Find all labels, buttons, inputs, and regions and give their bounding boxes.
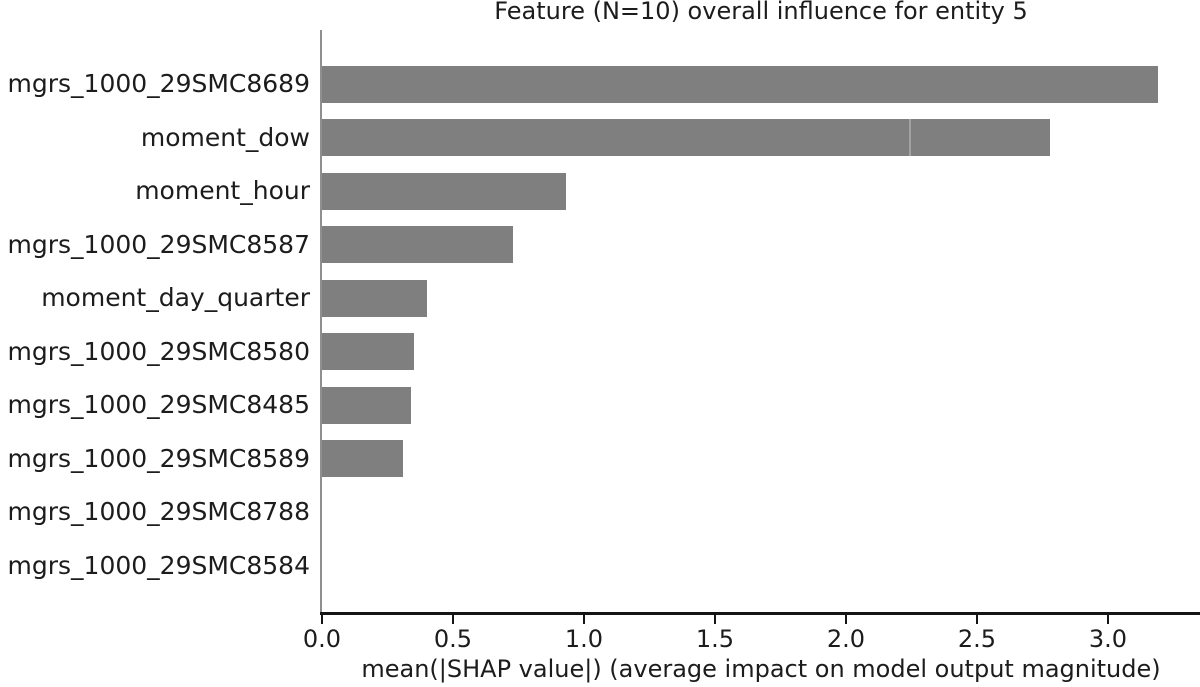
y-tick-label: mgrs_1000_29SMC8689 (7, 69, 310, 98)
x-tick-label: 2.0 (826, 625, 866, 653)
x-axis-spine (320, 612, 1200, 615)
y-tick-label: mgrs_1000_29SMC8485 (7, 390, 310, 420)
shap-bar (322, 386, 411, 424)
shap-bar (322, 226, 513, 264)
y-tick-label: moment_dow (140, 122, 310, 152)
x-tick-mark (976, 615, 978, 624)
chart-title: Feature (N=10) overall influence for ent… (494, 0, 1028, 25)
x-tick-label: 3.0 (1088, 625, 1128, 653)
x-axis-label: mean(|SHAP value|) (average impact on mo… (361, 655, 1161, 683)
x-tick-mark (583, 615, 585, 624)
x-tick-label: 0.0 (302, 625, 342, 653)
shap-bar (322, 172, 566, 210)
y-axis-spine (320, 30, 322, 614)
x-tick-mark (714, 615, 716, 624)
shap-bar (322, 119, 1050, 157)
y-tick-label: mgrs_1000_29SMC8587 (7, 229, 310, 259)
shap-bar (322, 279, 427, 317)
y-tick-label: moment_day_quarter (41, 283, 310, 313)
shap-bar (322, 333, 414, 371)
x-tick-label: 0.5 (433, 625, 473, 653)
y-tick-label: mgrs_1000_29SMC8788 (7, 497, 310, 527)
y-tick-label: mgrs_1000_29SMC8589 (7, 443, 310, 473)
x-tick-label: 1.5 (695, 625, 735, 653)
shap-bar (322, 440, 403, 478)
x-tick-mark (452, 615, 454, 624)
y-tick-label: mgrs_1000_29SMC8580 (7, 336, 310, 366)
y-tick-label: mgrs_1000_29SMC8584 (7, 550, 310, 580)
x-tick-label: 2.5 (957, 625, 997, 653)
x-tick-label: 1.0 (564, 625, 604, 653)
x-tick-mark (321, 615, 323, 624)
y-tick-label: moment_hour (135, 176, 310, 206)
x-tick-mark (845, 615, 847, 624)
bar-segment-divider (909, 119, 911, 157)
shap-bar (322, 65, 1158, 103)
x-tick-mark (1107, 615, 1109, 624)
